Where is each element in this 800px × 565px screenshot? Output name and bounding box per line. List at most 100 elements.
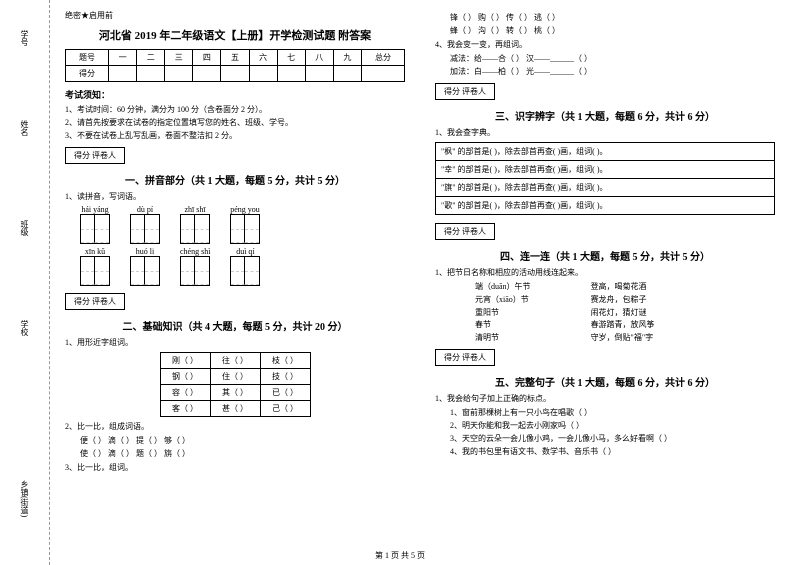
pinyin-item: dù pí [130, 205, 160, 245]
pinyin-row-1: hái yáng dù pí zhī shī péng you [65, 205, 405, 245]
word-cell: 刚（ ） [160, 353, 210, 369]
fill-line: 加法：白——柏（ ） 光——______（ ） [435, 66, 775, 77]
section-title-2: 二、基础知识（共 4 大题，每题 5 分，共计 20 分） [65, 318, 405, 333]
question-2-3: 3、比一比，组词。 [65, 462, 405, 473]
margin-label-4: 学校 [19, 320, 30, 336]
secret-label: 绝密★启用前 [65, 10, 405, 21]
fill-line: 减法：给——合（ ） 汉——______（ ） [435, 53, 775, 64]
sentence-line: 1、窗前那棵树上有一只小鸟在唱歌（ ） [435, 407, 775, 418]
binding-margin: 学号 姓名 班级 学校 乡镇(街道) [0, 0, 50, 565]
question-4-1: 1、把节日名称和相应的活动用线连起来。 [435, 267, 775, 278]
score-box-3: 得分 评卷人 [435, 83, 495, 100]
question-2-1: 1、用形近字组词。 [65, 337, 405, 348]
word-cell: 其（ ） [210, 385, 260, 401]
connect-item: 登高，喝菊花酒 [591, 281, 655, 294]
connect-item: 守岁，倒贴"福"字 [591, 332, 655, 345]
connect-item: 赛龙舟，包粽子 [591, 294, 655, 307]
instruction-1: 1、考试时间：60 分钟，满分为 100 分（含卷面分 2 分）。 [65, 104, 405, 115]
word-cell: 客（ ） [160, 401, 210, 417]
question-3-1: 1、我会查字典。 [435, 127, 775, 138]
score-box-4: 得分 评卷人 [435, 223, 495, 240]
word-cell: 技（ ） [260, 369, 310, 385]
connect-right: 登高，喝菊花酒 赛龙舟，包粽子 闹花灯，猜灯谜 春游踏青，放风筝 守岁，倒贴"福… [591, 281, 655, 345]
instruction-3: 3、不要在试卷上乱写乱画，卷面不整洁扣 2 分。 [65, 130, 405, 141]
pinyin-item: huó li [130, 247, 160, 287]
pinyin-text: duì qí [230, 247, 260, 256]
exam-title: 河北省 2019 年二年级语文【上册】开学检测试题 附答案 [65, 27, 405, 43]
sentence-line: 2、明天你能和我一起去小刚家吗（ ） [435, 420, 775, 431]
pinyin-item: hái yáng [80, 205, 110, 245]
th-3: 三 [165, 50, 193, 66]
pinyin-item: chéng shì [180, 247, 210, 287]
lookup-table: "枫" 的部首是( )，除去部首再查( )画，组词( )。 "幸" 的部首是( … [435, 142, 775, 215]
th-7: 七 [277, 50, 305, 66]
pinyin-text: xīn kǔ [80, 247, 110, 256]
th-5: 五 [221, 50, 249, 66]
fill-line: 蜂（ ） 沟（ ） 转（ ） 桃（ ） [435, 25, 775, 36]
fill-line: 锋（ ） 购（ ） 传（ ） 逃（ ） [435, 12, 775, 23]
question-5-1: 1、我会给句子加上正确的标点。 [435, 393, 775, 404]
question-1-1: 1、读拼音，写词语。 [65, 191, 405, 202]
word-cell: 已（ ） [260, 385, 310, 401]
connect-left: 端（duān）午节 元宵（xiāo）节 重阳节 春节 清明节 [475, 281, 531, 345]
word-cell: 住（ ） [210, 369, 260, 385]
th-9: 九 [333, 50, 361, 66]
score-header-row: 题号 一 二 三 四 五 六 七 八 九 总分 [66, 50, 405, 66]
lookup-row: "幸" 的部首是( )，除去部首再查( )画，组词( )。 [436, 161, 775, 179]
word-cell: 己（ ） [260, 401, 310, 417]
connect-item: 元宵（xiāo）节 [475, 294, 531, 307]
pinyin-row-2: xīn kǔ huó li chéng shì duì qí [65, 247, 405, 287]
pinyin-text: péng you [230, 205, 260, 214]
word-table: 刚（ ）往（ ）枝（ ） 钢（ ）住（ ）技（ ） 容（ ）其（ ）已（ ） 客… [160, 352, 311, 417]
connect-item: 春节 [475, 319, 531, 332]
th-6: 六 [249, 50, 277, 66]
right-column: 锋（ ） 购（ ） 传（ ） 逃（ ） 蜂（ ） 沟（ ） 转（ ） 桃（ ） … [420, 0, 790, 565]
score-box-5: 得分 评卷人 [435, 349, 495, 366]
section-title-4: 四、连一连（共 1 大题，每题 5 分，共计 5 分） [435, 248, 775, 263]
score-box-1: 得分 评卷人 [65, 147, 125, 164]
section-title-3: 三、识字辨字（共 1 大题，每题 6 分，共计 6 分） [435, 108, 775, 123]
connect-item: 端（duān）午节 [475, 281, 531, 294]
margin-label-2: 姓名 [19, 120, 30, 136]
pinyin-item: péng you [230, 205, 260, 245]
th-8: 八 [305, 50, 333, 66]
th-total: 总分 [361, 50, 404, 66]
score-table: 题号 一 二 三 四 五 六 七 八 九 总分 得分 [65, 49, 405, 82]
lookup-row: "枫" 的部首是( )，除去部首再查( )画，组词( )。 [436, 143, 775, 161]
section-title-5: 五、完整句子（共 1 大题，每题 6 分，共计 6 分） [435, 374, 775, 389]
word-cell: 容（ ） [160, 385, 210, 401]
question-2-2: 2、比一比，组成词语。 [65, 421, 405, 432]
word-cell: 钢（ ） [160, 369, 210, 385]
sentence-line: 4、我的书包里有语文书、数学书、音乐书（ ） [435, 446, 775, 457]
page-footer: 第 1 页 共 5 页 [375, 550, 425, 561]
score-label: 得分 [66, 66, 109, 82]
connect-item: 清明节 [475, 332, 531, 345]
pinyin-text: zhī shī [180, 205, 210, 214]
question-2-4: 4、我会变一变，再组词。 [435, 39, 775, 50]
th-4: 四 [193, 50, 221, 66]
section-title-1: 一、拼音部分（共 1 大题，每题 5 分，共计 5 分） [65, 172, 405, 187]
word-cell: 枝（ ） [260, 353, 310, 369]
connect-item: 闹花灯，猜灯谜 [591, 307, 655, 320]
instruction-2: 2、请首先按要求在试卷的指定位置填写您的姓名、班级、学号。 [65, 117, 405, 128]
score-box-2: 得分 评卷人 [65, 293, 125, 310]
sentence-line: 3、天空的云朵一会儿像小鸡，一会儿像小马，多么好看啊（ ） [435, 433, 775, 444]
th-2: 二 [137, 50, 165, 66]
pinyin-item: duì qí [230, 247, 260, 287]
word-cell: 甚（ ） [210, 401, 260, 417]
margin-label-3: 班级 [19, 220, 30, 236]
word-cell: 往（ ） [210, 353, 260, 369]
margin-label-1: 学号 [19, 30, 30, 46]
fill-line: 使（ ） 滴（ ） 题（ ） 旃（ ） [65, 448, 405, 459]
left-column: 绝密★启用前 河北省 2019 年二年级语文【上册】开学检测试题 附答案 题号 … [50, 0, 420, 565]
fill-line: 便（ ） 滴（ ） 提（ ） 够（ ） [65, 435, 405, 446]
pinyin-text: huó li [130, 247, 160, 256]
connect-item: 重阳节 [475, 307, 531, 320]
th-num: 题号 [66, 50, 109, 66]
pinyin-text: hái yáng [80, 205, 110, 214]
th-1: 一 [109, 50, 137, 66]
pinyin-text: dù pí [130, 205, 160, 214]
lookup-row: "旗" 的部首是( )，除去部首再查( )画，组词( )。 [436, 179, 775, 197]
instructions-title: 考试须知： [65, 88, 405, 101]
margin-label-5: 乡镇(街道) [19, 480, 30, 517]
